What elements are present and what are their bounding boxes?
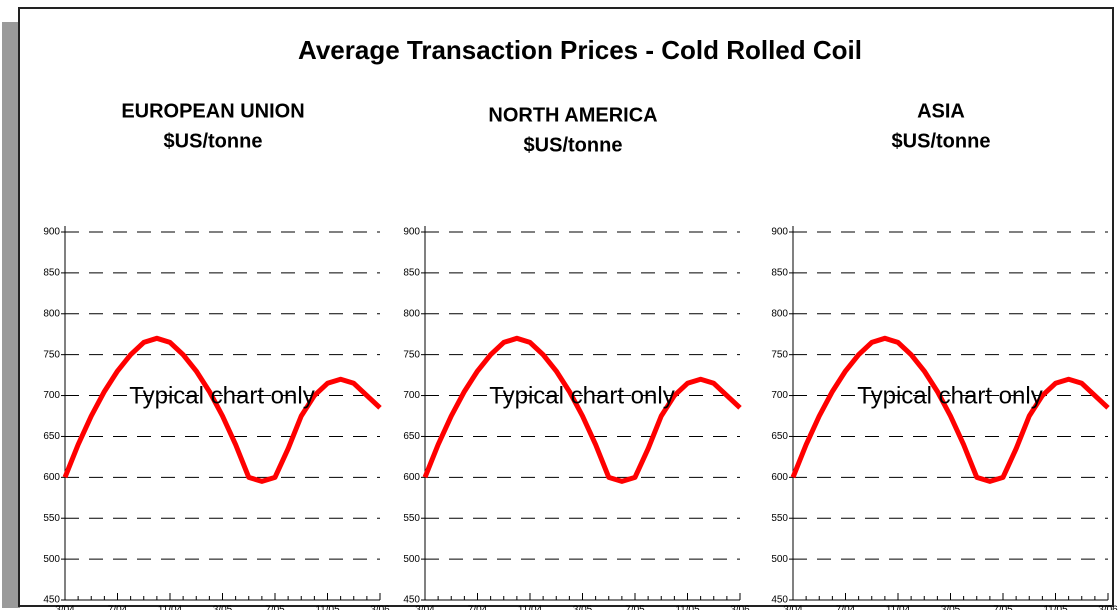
annotation: Typical chart only <box>129 382 314 409</box>
y-tick-label: 700 <box>771 390 788 401</box>
y-tick-label: 750 <box>43 349 60 360</box>
y-tick-label: 600 <box>43 472 60 483</box>
price-line <box>790 335 1110 484</box>
y-tick-label: 600 <box>771 472 788 483</box>
y-tick-label: 500 <box>771 554 788 565</box>
x-tick-label: 11/05 <box>315 605 340 610</box>
x-tick-label: 3/04 <box>415 605 435 610</box>
y-tick-label: 850 <box>43 268 60 279</box>
y-tick-label: 900 <box>771 227 788 238</box>
x-tick-label: 11/04 <box>886 605 911 610</box>
x-tick-label: 7/05 <box>265 605 285 610</box>
x-tick-label: 3/06 <box>1098 605 1118 610</box>
x-tick-label: 11/04 <box>158 605 183 610</box>
y-tick-label: 850 <box>771 268 788 279</box>
x-tick-label: 7/05 <box>625 605 645 610</box>
chart-subtitle: $US/tonne <box>892 130 991 152</box>
x-tick-label: 11/05 <box>1043 605 1068 610</box>
chart-title: ASIA <box>917 100 965 122</box>
price-line <box>422 335 742 484</box>
chart-title: NORTH AMERICA <box>488 104 657 126</box>
y-tick-label: 750 <box>403 349 420 360</box>
y-tick-label: 800 <box>403 308 420 319</box>
y-tick-label: 550 <box>403 513 420 524</box>
y-tick-label: 800 <box>771 308 788 319</box>
chart-title: EUROPEAN UNION <box>121 100 304 122</box>
x-tick-label: 3/04 <box>55 605 75 610</box>
x-tick-label: 11/05 <box>675 605 700 610</box>
x-tick-label: 3/04 <box>783 605 803 610</box>
x-tick-label: 7/04 <box>108 605 128 610</box>
y-tick-label: 900 <box>43 227 60 238</box>
price-line <box>62 335 382 484</box>
panel <box>18 7 1114 607</box>
y-tick-label: 500 <box>43 554 60 565</box>
y-tick-label: 900 <box>403 227 420 238</box>
chart-subtitle: $US/tonne <box>164 130 263 152</box>
y-tick-label: 650 <box>43 431 60 442</box>
y-tick-label: 850 <box>403 268 420 279</box>
y-tick-label: 650 <box>403 431 420 442</box>
x-tick-label: 7/04 <box>468 605 488 610</box>
x-tick-label: 7/05 <box>993 605 1013 610</box>
x-tick-label: 7/04 <box>836 605 856 610</box>
annotation: Typical chart only <box>489 382 674 409</box>
x-tick-label: 3/05 <box>941 605 961 610</box>
y-tick-label: 550 <box>43 513 60 524</box>
x-tick-label: 3/05 <box>573 605 593 610</box>
x-tick-label: 11/04 <box>518 605 543 610</box>
y-tick-label: 450 <box>403 595 420 606</box>
side-bar <box>2 22 20 608</box>
annotation: Typical chart only <box>857 382 1042 409</box>
x-tick-label: 3/06 <box>370 605 390 610</box>
y-tick-label: 450 <box>771 595 788 606</box>
y-tick-label: 700 <box>403 390 420 401</box>
y-tick-label: 800 <box>43 308 60 319</box>
slide-title: Average Transaction Prices - Cold Rolled… <box>298 35 862 65</box>
y-tick-label: 700 <box>43 390 60 401</box>
y-tick-label: 750 <box>771 349 788 360</box>
y-tick-label: 550 <box>771 513 788 524</box>
y-tick-label: 450 <box>43 595 60 606</box>
x-tick-label: 3/06 <box>730 605 750 610</box>
y-tick-label: 500 <box>403 554 420 565</box>
chart-subtitle: $US/tonne <box>524 134 623 156</box>
x-tick-label: 3/05 <box>213 605 233 610</box>
y-tick-label: 650 <box>771 431 788 442</box>
y-tick-label: 600 <box>403 472 420 483</box>
